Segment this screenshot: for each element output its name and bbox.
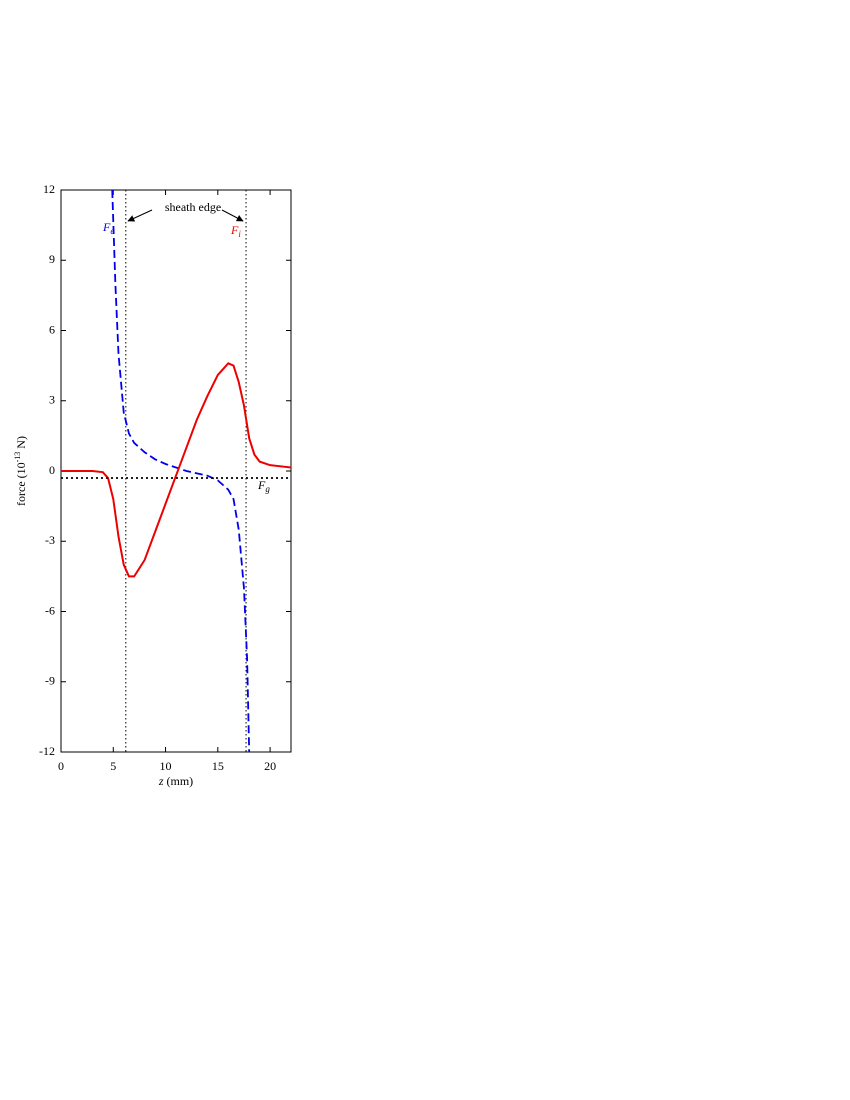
series-line [111, 190, 251, 752]
x-axis-label: z (mm) [158, 774, 193, 788]
y-tick-label: 6 [49, 322, 55, 336]
y-tick-label: 0 [49, 463, 55, 477]
x-tick-label: 5 [110, 759, 116, 773]
x-tick-label: 0 [58, 759, 64, 773]
series-label: Fi [230, 223, 241, 239]
y-tick-label: -9 [45, 674, 55, 688]
series-label: Fg [257, 478, 270, 494]
x-tick-label: 15 [212, 759, 224, 773]
x-tick-label: 10 [160, 759, 172, 773]
y-tick-label: 12 [43, 182, 55, 196]
arrow [127, 209, 153, 222]
y-axis-label: force (10-13 N) [13, 436, 28, 506]
y-tick-label: 3 [49, 393, 55, 407]
y-tick-label: -3 [45, 533, 55, 547]
x-tick-label: 20 [264, 759, 276, 773]
annotation: sheath edge [165, 200, 221, 214]
y-tick-label: 9 [49, 252, 55, 266]
series-line [61, 362, 291, 578]
series-label: Fe [102, 220, 114, 236]
y-tick-label: -12 [39, 744, 55, 758]
arrow [221, 209, 244, 222]
y-tick-label: -6 [45, 603, 55, 617]
